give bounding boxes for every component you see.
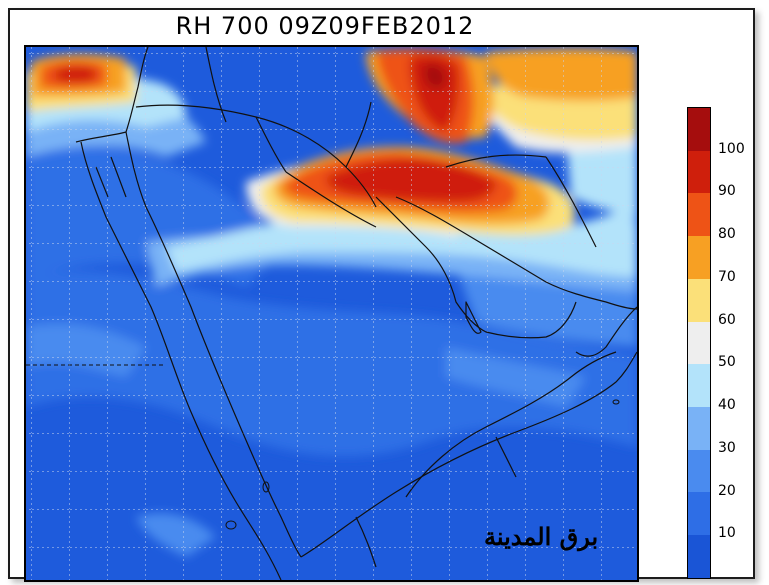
colorbar-segment bbox=[688, 492, 710, 536]
colorbar-tick-label: 40 bbox=[718, 397, 736, 414]
colorbar-segment bbox=[688, 193, 710, 237]
colorbar-tick-label: 80 bbox=[718, 226, 736, 243]
colorbar-segment bbox=[688, 449, 710, 493]
colorbar-segment bbox=[688, 535, 710, 578]
colorbar-segment bbox=[688, 150, 710, 194]
colorbar-tick-label: 20 bbox=[718, 482, 736, 499]
colorbar-tick-label: 50 bbox=[718, 354, 736, 371]
coastlines-borders bbox=[75, 47, 637, 580]
rh-map bbox=[26, 47, 637, 580]
map-panel bbox=[24, 45, 639, 582]
watermark-text: برق المدينة bbox=[484, 522, 599, 551]
colorbar bbox=[687, 107, 711, 579]
colorbar-segment bbox=[688, 236, 710, 279]
figure-frame: RH 700 09Z09FEB2012 bbox=[8, 8, 755, 582]
colorbar-tick-label: 70 bbox=[718, 268, 736, 285]
colorbar-segment bbox=[688, 321, 710, 365]
colorbar-tick-label: 30 bbox=[718, 439, 736, 456]
colorbar-segment bbox=[688, 364, 710, 408]
colorbar-tick-label: 60 bbox=[718, 311, 736, 328]
colorbar-segment bbox=[688, 407, 710, 450]
lat-lon-grid bbox=[26, 47, 637, 580]
islands bbox=[225, 399, 620, 530]
map-title: RH 700 09Z09FEB2012 bbox=[175, 12, 475, 40]
colorbar-segment bbox=[688, 278, 710, 322]
colorbar-tick-label: 100 bbox=[718, 140, 745, 157]
colorbar-tick-label: 90 bbox=[718, 183, 736, 200]
colorbar-tick-label: 10 bbox=[718, 525, 736, 542]
colorbar-segment bbox=[688, 108, 710, 151]
